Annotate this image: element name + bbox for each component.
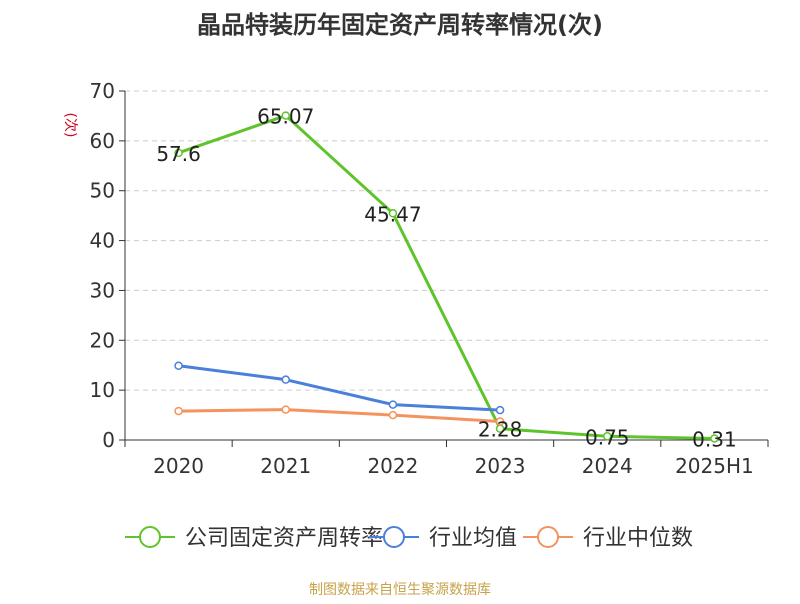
legend-label: 行业中位数: [583, 526, 693, 551]
series-line-0: [178, 114, 715, 440]
y-tick-label: 50: [90, 179, 115, 203]
data-label: 0.75: [585, 425, 630, 449]
y-tick-label: 10: [90, 378, 115, 402]
data-point-0: [388, 209, 398, 218]
x-tick-label: 2023: [475, 454, 526, 478]
y-tick-label: 0: [102, 428, 115, 452]
data-point-1: [281, 375, 290, 384]
x-tick-label: 2025H1: [675, 454, 754, 478]
legend-marker: [139, 526, 161, 548]
y-axis-label: (次): [62, 113, 78, 138]
grid-lines: [125, 90, 768, 391]
y-tick-label: 30: [90, 278, 115, 302]
series-line-1: [178, 364, 501, 412]
axes: 0 10 20 30 40 50 60 70 2020 2021 2022 2023 2024 2025H…: [90, 79, 769, 478]
data-label: 0.31: [692, 427, 737, 451]
data-point-1: [495, 405, 505, 415]
data-point-2: [495, 417, 505, 426]
data-labels: 57.6 65.07 45.47 2.28 0.75 0.31: [156, 105, 736, 452]
x-tick-label: 2021: [260, 454, 311, 478]
source-note: 制图数据来自恒生聚源数据库: [309, 582, 491, 598]
data-label: 2.28: [478, 418, 523, 442]
legend-item-1[interactable]: 行业均值: [369, 526, 517, 551]
data-label: 45.47: [364, 202, 421, 226]
data-point-0: [174, 148, 183, 158]
data-label: 65.07: [257, 105, 314, 129]
data-point-1: [174, 361, 183, 370]
data-point-0: [603, 432, 612, 441]
x-tick-label: 2024: [582, 454, 633, 478]
y-tick-label: 70: [90, 79, 115, 103]
legend-item-0[interactable]: 公司固定资产周转率: [125, 526, 383, 551]
y-tick-label: 40: [90, 229, 115, 253]
series-lines: [174, 111, 719, 443]
data-point-1: [388, 400, 398, 409]
data-point-2: [281, 405, 290, 414]
series-line-2: [178, 408, 501, 424]
legend-label: 公司固定资产周转率: [185, 526, 383, 551]
legend-marker: [537, 526, 559, 548]
x-tick-label: 2020: [153, 454, 204, 478]
data-point-0: [281, 111, 290, 120]
y-tick-label: 60: [90, 129, 115, 153]
data-point-0: [710, 434, 719, 443]
x-tick-label: 2022: [367, 454, 418, 478]
legend: 公司固定资产周转率 行业均值 行业中位数: [125, 526, 693, 551]
legend-marker: [383, 526, 405, 548]
chart-title: 晶品特装历年固定资产周转率情况(次): [197, 11, 603, 39]
y-tick-label: 20: [90, 328, 115, 352]
legend-item-2[interactable]: 行业中位数: [523, 526, 693, 551]
legend-label: 行业均值: [429, 526, 517, 551]
data-point-2: [174, 406, 183, 416]
data-label: 57.6: [156, 142, 201, 166]
data-point-2: [388, 410, 398, 420]
